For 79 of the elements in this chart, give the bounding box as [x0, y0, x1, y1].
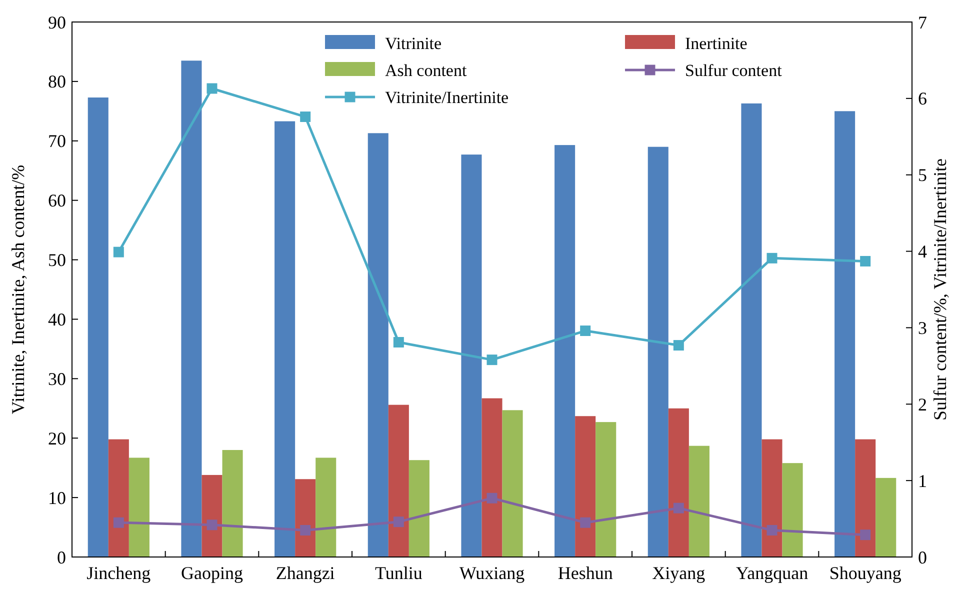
y-tick-label: 10 [48, 488, 66, 508]
legend-label: Vitrinite/Inertinite [385, 88, 509, 107]
x-tick-label: Gaoping [181, 563, 243, 583]
x-tick-label: Tunliu [374, 563, 422, 583]
bar [316, 458, 336, 557]
bar [88, 97, 108, 557]
x-tick-label: Yangquan [736, 563, 808, 583]
bar [108, 439, 129, 557]
bar [222, 450, 243, 557]
bar [461, 154, 482, 557]
point [580, 326, 591, 336]
point [673, 502, 684, 514]
bar [202, 474, 222, 557]
y2-tick-label: 1 [918, 470, 927, 491]
bar [181, 60, 202, 557]
x-tick-label: Heshun [558, 563, 613, 583]
bar [648, 146, 668, 557]
bar [762, 439, 782, 557]
point [486, 492, 498, 504]
point [393, 336, 404, 348]
point [300, 112, 311, 122]
y2-tick-label: 5 [918, 165, 927, 186]
bar [741, 103, 762, 557]
point [673, 340, 684, 351]
y-tick-label: 30 [48, 368, 66, 389]
y2-tick-label: 2 [918, 394, 927, 414]
x-tick-label: Wuxiang [459, 563, 525, 583]
bar [502, 410, 523, 557]
point [300, 525, 311, 536]
x-tick-label: Xiyang [652, 563, 706, 583]
x-tick-label: Jincheng [86, 563, 151, 583]
y2-axis-title: Sulfur content/%, Vitrinite/Inertinite [930, 158, 950, 421]
bar [876, 478, 896, 557]
bar [554, 145, 576, 557]
point [113, 246, 124, 258]
bar [368, 133, 388, 557]
bar [668, 408, 689, 557]
bar [128, 458, 150, 557]
bar [482, 398, 502, 557]
y-tick-label: 50 [48, 250, 66, 270]
point [766, 252, 778, 264]
point [860, 530, 871, 540]
bar [834, 111, 856, 557]
legend-label: Inertinite [685, 34, 748, 53]
y2-tick-label: 7 [918, 12, 927, 32]
point [580, 517, 591, 528]
y-tick-label: 80 [48, 72, 66, 92]
point [113, 517, 124, 528]
bar [855, 439, 876, 557]
bar [782, 463, 803, 557]
y2-tick-label: 0 [918, 547, 927, 568]
point [766, 525, 778, 536]
x-tick-label: Shouyang [829, 563, 902, 583]
bar [295, 479, 316, 557]
y2-tick-label: 6 [918, 88, 927, 109]
bar [575, 416, 596, 557]
bar [596, 422, 616, 557]
x-tick-label: Zhangzi [276, 563, 335, 583]
y-tick-label: 20 [48, 428, 66, 448]
point [486, 354, 498, 366]
y2-tick-label: 4 [918, 242, 927, 262]
y-tick-label: 70 [48, 131, 66, 152]
point [206, 520, 218, 530]
legend-label: Ash content [385, 61, 467, 80]
legend-label: Sulfur content [685, 61, 782, 80]
y-tick-label: 0 [57, 547, 66, 568]
bar [408, 460, 430, 557]
y-axis-title: Vitrinite, Inertinite, Ash content/% [8, 164, 28, 414]
bar [688, 446, 710, 557]
legend-label: Vitrinite [385, 34, 442, 53]
bar [274, 121, 296, 557]
y-tick-label: 40 [48, 310, 66, 330]
y2-tick-label: 3 [918, 318, 927, 338]
point [860, 256, 871, 266]
y-tick-label: 60 [48, 190, 66, 211]
point [393, 516, 404, 528]
y-tick-label: 90 [48, 12, 66, 32]
point [206, 83, 218, 94]
bar [388, 404, 409, 557]
